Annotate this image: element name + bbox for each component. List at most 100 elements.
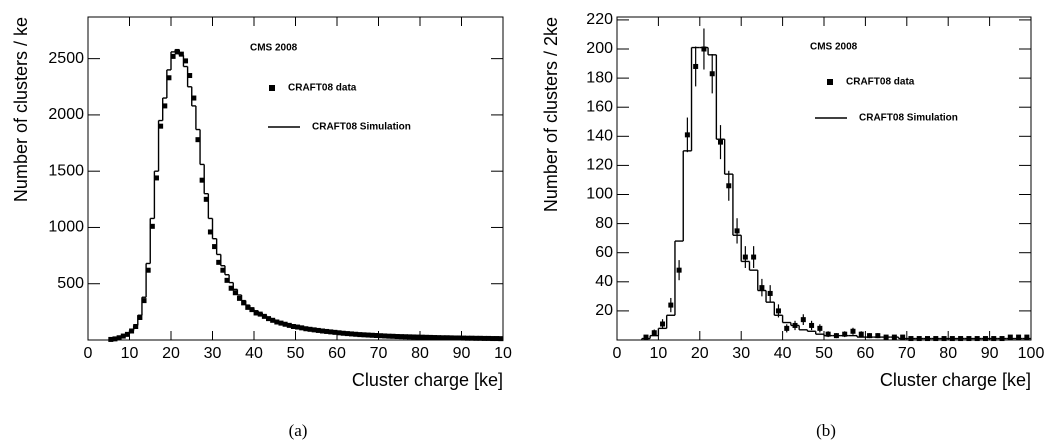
data-point [216,259,222,265]
data-point [784,325,790,331]
y-tick-label: 220 [586,11,613,28]
x-axis-label: Cluster charge [ke] [352,370,503,390]
data-point [286,322,292,328]
data-point [224,277,230,283]
y-tick-label: 40 [595,273,613,290]
data-point [726,183,732,189]
data-point [701,46,707,52]
data-point [718,139,723,145]
data-point [145,267,151,273]
data-point [207,229,213,235]
x-tick-label: 40 [774,345,792,362]
data-point [212,244,218,250]
y-tick-label: 2000 [48,106,84,123]
x-tick-label: 30 [732,345,750,362]
y-axis-label: Number of clusters / ke [11,17,31,202]
data-point [153,175,159,181]
y-tick-label: 120 [586,157,613,174]
data-point [183,58,189,64]
y-tick-label: 1500 [48,162,84,179]
data-point [759,285,765,291]
data-point [174,49,180,55]
data-point [249,307,255,313]
data-point [875,333,881,339]
data-point [709,71,715,77]
x-tick-label: 50 [287,345,305,362]
x-tick-label: 30 [204,345,222,362]
data-point [684,132,690,138]
data-point [149,223,155,229]
data-point [141,298,147,304]
x-tick-label: 10 [650,345,668,362]
data-point [850,328,856,334]
data-point [1007,334,1013,340]
data-point [133,323,139,329]
data-point [742,254,748,260]
x-tick-label: 60 [328,345,346,362]
y-tick-label: 60 [595,244,613,261]
data-point [266,316,272,322]
data-point [809,322,815,328]
data-point [867,333,873,339]
data-point [220,267,226,273]
x-tick-label: 20 [162,345,180,362]
annotation: CMS 2008 [250,43,298,54]
x-tick-label: 20 [691,345,709,362]
annotation: CMS 2008 [810,42,858,53]
data-point [257,311,263,317]
x-tick-label: 70 [370,345,388,362]
data-point [187,73,193,79]
data-point [693,63,699,69]
data-point [191,95,197,101]
data-point [261,313,267,319]
legend-marker [269,85,275,91]
data-point [668,302,674,308]
data-point [195,137,201,143]
x-tick-label: 90 [453,345,471,362]
data-point [232,290,238,296]
caption: (b) [816,421,836,440]
data-point [170,53,176,59]
data-point [643,334,649,340]
y-tick-label: 160 [586,98,613,115]
legend-label: CRAFT08 data [846,77,915,88]
y-tick-label: 20 [595,302,613,319]
y-tick-label: 1000 [48,219,84,236]
data-point [800,317,806,323]
x-tick-label: 10 [121,345,139,362]
data-point [274,319,280,325]
y-tick-label: 500 [57,275,84,292]
y-tick-label: 140 [586,128,613,145]
x-axis-label: Cluster charge [ke] [880,370,1031,390]
x-tick-label: 10 [494,345,512,362]
x-tick-label: 40 [245,345,263,362]
data-point [199,177,205,183]
legend-label: CRAFT08 Simulation [312,122,411,133]
data-point [842,331,848,337]
data-point [162,103,168,109]
plot-frame [87,16,504,341]
data-point [278,320,284,326]
data-point [660,321,666,327]
y-tick-label: 80 [595,215,613,232]
y-tick-label: 180 [586,69,613,86]
legend-label: CRAFT08 Simulation [859,113,958,124]
data-point [236,295,242,301]
caption: (a) [289,421,308,440]
data-point [228,285,234,291]
data-point [290,323,296,329]
x-tick-label: 0 [84,345,93,362]
data-point [751,254,757,260]
data-point [270,317,276,323]
y-tick-label: 2500 [48,50,84,67]
x-tick-label: 70 [898,345,916,362]
data-point [1024,334,1030,340]
data-point [651,330,657,336]
data-point [203,196,209,202]
plot-frame [616,16,1032,341]
data-point [158,123,164,129]
x-tick-label: 0 [613,345,622,362]
y-tick-label: 200 [586,40,613,57]
x-tick-label: 80 [939,345,957,362]
